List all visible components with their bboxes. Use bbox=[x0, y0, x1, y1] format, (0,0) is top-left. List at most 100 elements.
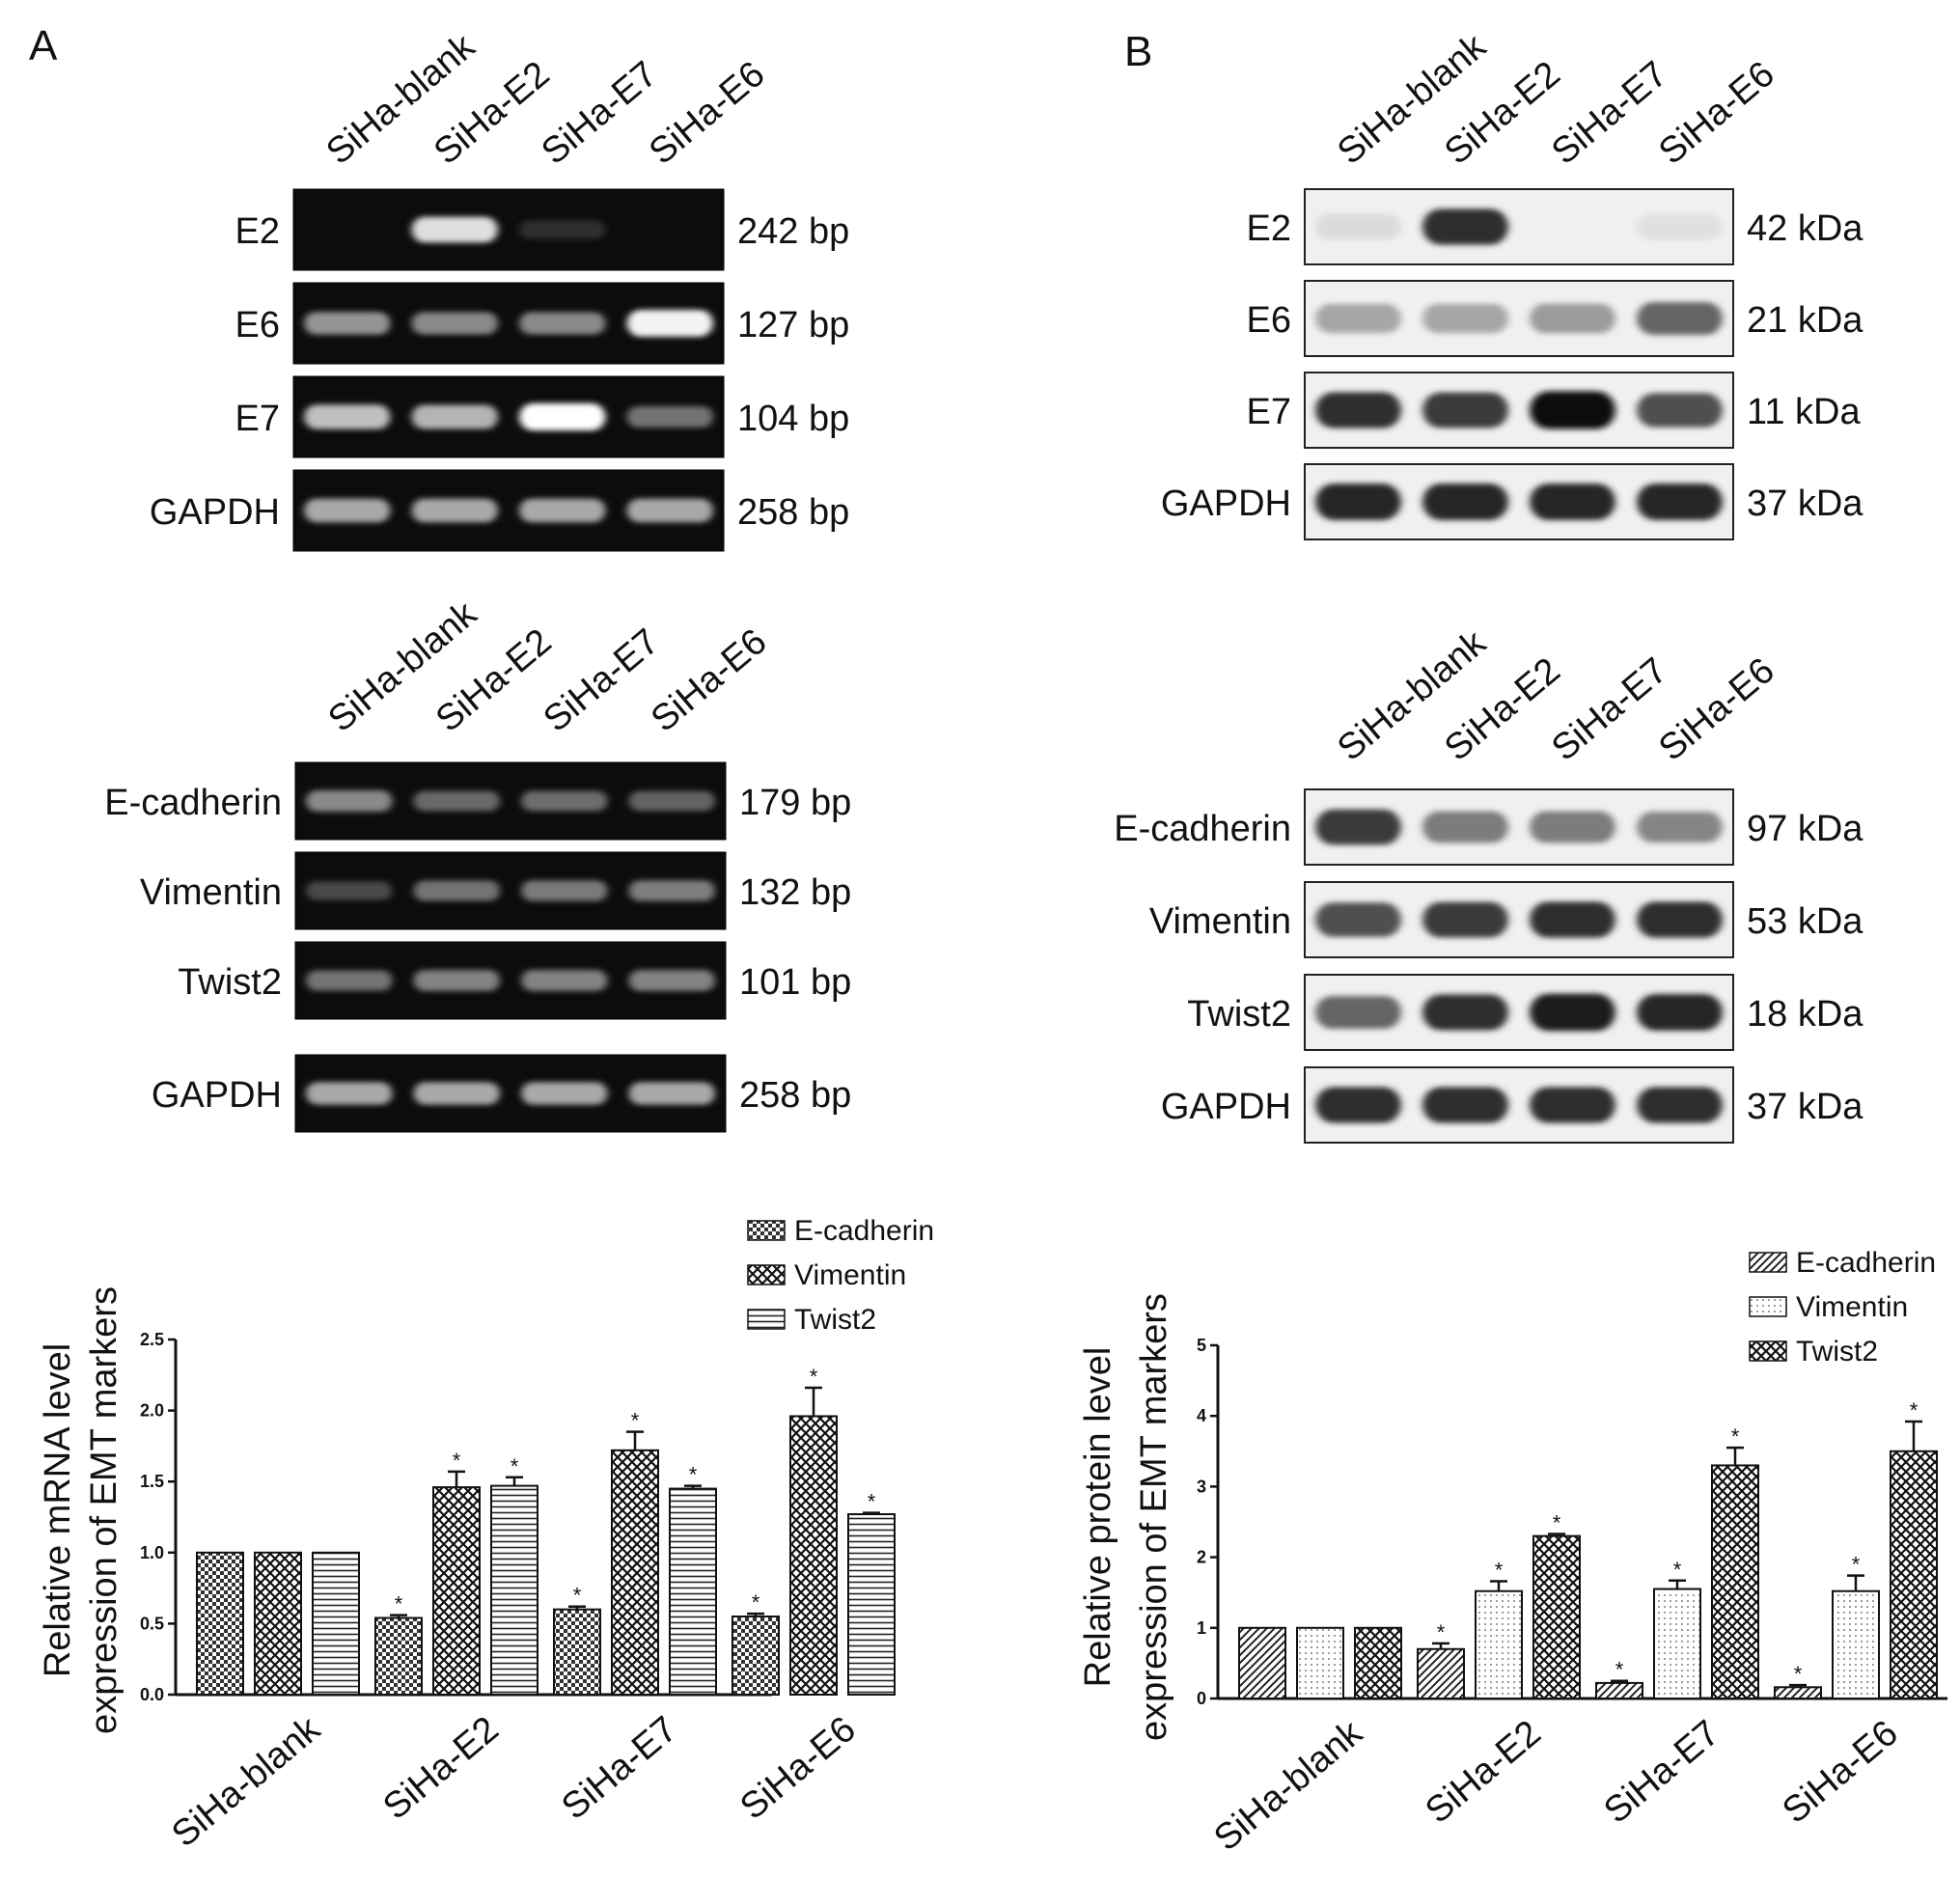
x-tick-label: SiHa-E7 bbox=[554, 1709, 684, 1828]
band bbox=[1637, 213, 1723, 240]
lane-header: SiHa-E7 bbox=[537, 621, 667, 740]
row-label: Twist2 bbox=[178, 962, 282, 1003]
band bbox=[304, 312, 391, 335]
band bbox=[1530, 811, 1615, 843]
bar bbox=[490, 1484, 538, 1696]
band bbox=[1315, 995, 1401, 1030]
bar bbox=[669, 1487, 717, 1697]
bar bbox=[1595, 1681, 1643, 1699]
band bbox=[521, 880, 608, 901]
row-label: GAPDH bbox=[152, 1075, 282, 1116]
size-label: 104 bp bbox=[737, 399, 849, 439]
size-label: 18 kDa bbox=[1747, 994, 1863, 1035]
significance-star: * bbox=[689, 1463, 698, 1487]
bar bbox=[254, 1551, 302, 1697]
significance-star: * bbox=[1794, 1662, 1803, 1686]
legend-swatch bbox=[1749, 1340, 1787, 1362]
band bbox=[519, 312, 606, 335]
band bbox=[1422, 483, 1508, 521]
row-label: GAPDH bbox=[1161, 483, 1291, 524]
bar bbox=[1774, 1686, 1822, 1699]
legend-label: Twist2 bbox=[794, 1304, 876, 1336]
band bbox=[521, 970, 608, 991]
band bbox=[411, 404, 498, 429]
legend-swatch bbox=[1749, 1252, 1787, 1273]
band bbox=[1637, 901, 1723, 938]
band bbox=[413, 790, 500, 812]
band bbox=[1530, 483, 1615, 521]
lane-header: SiHa-E7 bbox=[1544, 650, 1674, 769]
band bbox=[1315, 303, 1401, 334]
band bbox=[628, 1082, 715, 1105]
band bbox=[306, 1082, 393, 1105]
band bbox=[304, 404, 391, 429]
y-tick-label: 1.0 bbox=[140, 1543, 164, 1562]
row-label: Twist2 bbox=[1187, 994, 1291, 1035]
band bbox=[626, 310, 713, 337]
size-label: 258 bp bbox=[739, 1075, 851, 1116]
row-label: E6 bbox=[235, 305, 280, 345]
size-label: 53 kDa bbox=[1747, 901, 1863, 942]
legend-swatch bbox=[747, 1309, 786, 1330]
band bbox=[626, 498, 713, 523]
bar bbox=[1296, 1626, 1344, 1700]
y-tick-label: 3 bbox=[1197, 1477, 1206, 1496]
legend-label: E-cadherin bbox=[794, 1215, 934, 1247]
row-label: E-cadherin bbox=[1114, 809, 1291, 849]
band bbox=[413, 1082, 500, 1105]
size-label: 11 kDa bbox=[1747, 392, 1861, 432]
band bbox=[1315, 392, 1401, 428]
bar bbox=[432, 1486, 481, 1697]
chart-protein: 0 1 2 3 4 5 Relative protein level expression o… bbox=[1078, 1247, 1947, 1859]
significance-star: * bbox=[1673, 1558, 1682, 1582]
panel-label-b: B bbox=[1124, 28, 1152, 75]
row-label: Vimentin bbox=[1149, 901, 1291, 942]
legend-label: Twist2 bbox=[1796, 1336, 1878, 1367]
band bbox=[628, 880, 715, 901]
band bbox=[1637, 811, 1723, 843]
significance-star: * bbox=[1615, 1658, 1624, 1682]
band bbox=[1530, 1087, 1615, 1123]
lane-header: SiHa-E6 bbox=[644, 621, 774, 740]
gel-a-bottom: SiHa-blankSiHa-E2SiHa-E7SiHa-E6E-cadheri… bbox=[104, 594, 851, 1133]
legend-label: Vimentin bbox=[1796, 1291, 1908, 1323]
band bbox=[1422, 303, 1508, 334]
band bbox=[1315, 1087, 1401, 1123]
size-label: 37 kDa bbox=[1747, 1087, 1863, 1127]
bar bbox=[553, 1608, 601, 1697]
significance-star: * bbox=[1731, 1424, 1740, 1449]
blot-b-bottom: SiHa-blankSiHa-E2SiHa-E7SiHa-E6E-cadheri… bbox=[1114, 622, 1863, 1144]
x-tick-label: SiHa-blank bbox=[164, 1708, 328, 1855]
significance-star: * bbox=[395, 1592, 403, 1616]
band bbox=[413, 880, 500, 901]
band bbox=[1422, 1087, 1508, 1123]
bar bbox=[847, 1513, 896, 1697]
band bbox=[1315, 902, 1401, 937]
lane-header: SiHa-E6 bbox=[1651, 650, 1781, 769]
y-tick-label: 0.0 bbox=[140, 1685, 164, 1704]
legend-label: E-cadherin bbox=[1796, 1247, 1936, 1279]
size-label: 179 bp bbox=[739, 783, 851, 823]
bar bbox=[1890, 1450, 1938, 1700]
band bbox=[1422, 392, 1508, 428]
band bbox=[519, 402, 606, 431]
legend-label: Vimentin bbox=[794, 1259, 906, 1291]
band bbox=[411, 498, 498, 523]
bar bbox=[611, 1449, 659, 1697]
band bbox=[521, 790, 608, 812]
band bbox=[411, 312, 498, 335]
band bbox=[1530, 993, 1615, 1032]
y-tick-label: 5 bbox=[1197, 1336, 1206, 1355]
row-label: E7 bbox=[235, 399, 280, 439]
size-label: 127 bp bbox=[737, 305, 849, 345]
row-label: E2 bbox=[235, 211, 280, 252]
band bbox=[1422, 994, 1508, 1031]
x-tick-label: SiHa-E6 bbox=[1775, 1713, 1905, 1832]
band bbox=[1530, 391, 1615, 429]
bar bbox=[374, 1616, 423, 1696]
band bbox=[1637, 993, 1723, 1032]
row-label: GAPDH bbox=[1161, 1087, 1291, 1127]
